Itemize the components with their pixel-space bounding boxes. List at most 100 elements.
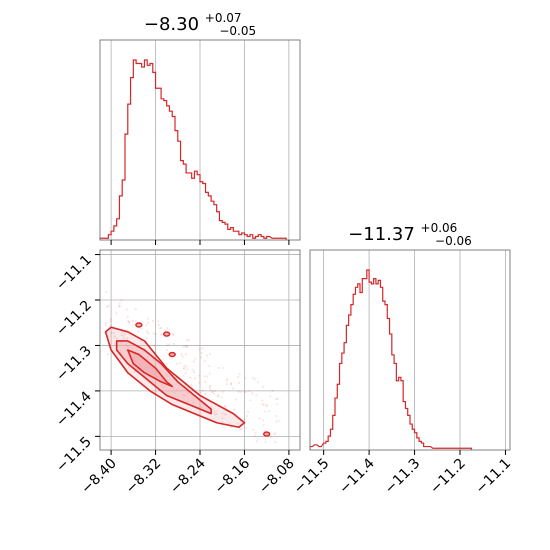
sample-point [208, 372, 211, 375]
sample-point [225, 383, 228, 386]
sample-point [104, 322, 107, 325]
sample-point [276, 397, 279, 400]
sample-point [134, 320, 137, 323]
sample-point [221, 416, 224, 420]
x-tick-label: −8.40 [78, 456, 120, 498]
sample-point [246, 414, 249, 417]
sample-point [231, 387, 235, 390]
sample-point [187, 338, 190, 342]
sample-point [157, 323, 160, 327]
sample-point [205, 354, 209, 357]
sample-point [185, 400, 189, 403]
sample-point [145, 324, 148, 327]
sample-point [238, 373, 241, 376]
sample-point [209, 388, 212, 391]
sample-point [122, 334, 126, 338]
sample-point [224, 413, 227, 416]
sample-point [261, 419, 265, 422]
sample-point [277, 419, 280, 422]
sample-point [137, 330, 140, 333]
contour-x-tick-labels: −8.40 −8.32 −8.24 −8.16 −8.08 [78, 455, 297, 497]
sample-point [120, 299, 123, 302]
hist-x-grid [110, 40, 290, 240]
sample-point [140, 340, 143, 343]
sample-point [269, 395, 272, 398]
sample-point [237, 381, 241, 385]
sample-point [128, 366, 131, 369]
sample-point [176, 388, 179, 391]
sample-point [119, 348, 122, 351]
x-tick-label: −11.3 [382, 456, 424, 498]
sample-point [214, 411, 217, 414]
sample-point [172, 387, 175, 390]
y-tick-label: −11.3 [53, 343, 95, 385]
sample-point [153, 344, 156, 347]
sample-point [145, 330, 149, 333]
sample-point [126, 345, 129, 348]
sample-point [243, 418, 246, 421]
sample-point [192, 360, 196, 363]
sample-point [252, 428, 255, 431]
sample-point [211, 390, 214, 393]
hist-y-frame [309, 249, 511, 451]
sample-point [203, 375, 206, 378]
sample-point [173, 391, 176, 395]
hist-y-ticks [323, 450, 506, 455]
sample-point [184, 394, 187, 397]
sample-point [199, 356, 203, 359]
sample-point [200, 406, 203, 409]
sample-point [199, 391, 203, 394]
contour-island [168, 351, 176, 358]
sample-point [208, 386, 211, 389]
sample-point [128, 320, 131, 324]
sample-point [182, 394, 185, 397]
x-tick-label: −8.16 [212, 455, 254, 497]
sample-point [237, 390, 240, 393]
sample-point [155, 333, 158, 336]
y-tick-label: −11.2 [53, 298, 95, 340]
sample-point [159, 326, 163, 330]
sample-point [208, 364, 211, 368]
sample-point [192, 371, 195, 374]
sample-point [110, 331, 113, 335]
hist-y-panel: −11.5 −11.4 −11.3 −11.2 −11.1 −11.37 +0.06 −… [291, 221, 514, 497]
sample-point [247, 410, 250, 414]
sample-point [165, 349, 168, 352]
x-tick-label: −11.5 [291, 456, 333, 498]
sample-point [118, 302, 121, 305]
sample-point [212, 392, 216, 395]
contour-island [162, 331, 171, 337]
sample-point [265, 404, 268, 407]
sample-point [201, 347, 204, 350]
sample-point [183, 367, 186, 370]
sample-point [198, 348, 201, 351]
sample-point [268, 409, 271, 413]
sample-point [126, 315, 129, 318]
sample-point [120, 342, 123, 346]
sample-point [254, 377, 257, 381]
sample-point [249, 399, 252, 402]
x-tick-label: −11.4 [336, 455, 378, 497]
sample-point [160, 366, 163, 369]
hist-y-x-tick-labels: −11.5 −11.4 −11.3 −11.2 −11.1 [291, 455, 514, 497]
sample-point [244, 377, 247, 380]
sample-point [243, 390, 246, 393]
sample-point [220, 421, 223, 424]
sample-point [180, 353, 183, 356]
sample-point [151, 320, 155, 323]
sample-point [127, 319, 130, 323]
sample-point [171, 333, 174, 337]
x-tick-label: −11.1 [473, 456, 515, 498]
sample-point [118, 305, 121, 308]
sample-point [165, 344, 169, 347]
sample-point [182, 367, 185, 370]
sample-point [237, 375, 240, 379]
sample-point [158, 327, 161, 330]
sample-point [178, 361, 182, 365]
contour-level-inner [126, 349, 174, 388]
y-tick-label: −11.5 [53, 434, 95, 476]
sample-point [167, 343, 171, 346]
hist-y-steps [309, 269, 472, 450]
sample-point [269, 435, 273, 439]
